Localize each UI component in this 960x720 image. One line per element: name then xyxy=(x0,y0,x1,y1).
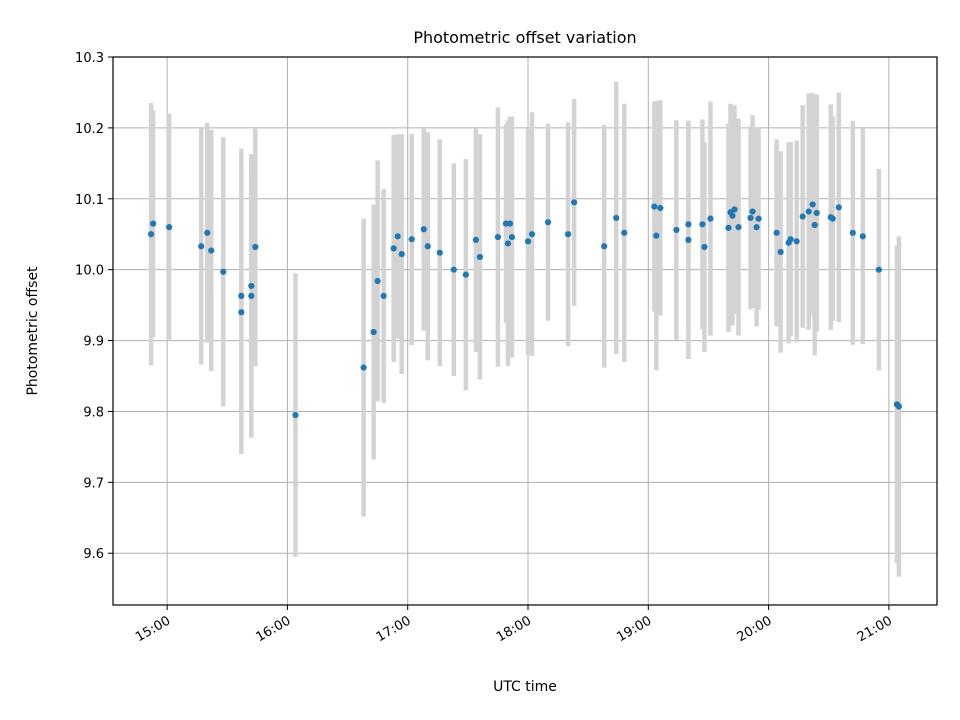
data-point xyxy=(166,224,173,231)
y-tick-label: 10.2 xyxy=(75,122,104,137)
data-point xyxy=(462,271,469,278)
data-point xyxy=(749,208,756,215)
data-point xyxy=(657,204,664,212)
data-point xyxy=(374,277,381,285)
data-point xyxy=(699,221,706,228)
data-point xyxy=(506,220,514,227)
data-point xyxy=(747,214,754,222)
data-point xyxy=(149,220,157,227)
data-point xyxy=(524,238,532,245)
y-axis-label: Photometric offset xyxy=(25,266,41,396)
y-tick-label: 10.0 xyxy=(75,264,104,279)
data-point xyxy=(476,253,483,261)
y-tick-label: 9.6 xyxy=(83,547,104,562)
plot-frame xyxy=(112,56,938,606)
data-point xyxy=(813,209,820,217)
y-tick-label: 9.8 xyxy=(83,405,104,420)
data-point xyxy=(248,292,255,300)
data-point xyxy=(450,266,457,273)
data-point xyxy=(220,268,227,275)
data-point xyxy=(811,221,818,229)
y-tick-label: 9.9 xyxy=(83,335,104,350)
data-point xyxy=(147,231,155,238)
data-point xyxy=(571,199,578,206)
data-point xyxy=(729,212,736,219)
y-tick-label: 9.7 xyxy=(83,476,104,491)
data-point xyxy=(809,201,816,208)
data-point xyxy=(238,292,245,300)
data-point xyxy=(601,243,608,250)
data-point xyxy=(360,364,367,371)
data-point xyxy=(394,233,401,240)
data-point xyxy=(504,240,512,247)
data-point xyxy=(653,232,660,239)
y-tick-label: 10.3 xyxy=(75,51,104,66)
data-point xyxy=(753,224,760,231)
data-point xyxy=(673,226,680,234)
data-point xyxy=(895,403,903,410)
data-point xyxy=(799,213,806,220)
data-point xyxy=(204,229,211,236)
data-point xyxy=(793,238,800,245)
data-point xyxy=(755,215,762,222)
tick-layer: 9.6 9.7 9.8 9.9 10.0 10.1 10.2 10.3 15:00 16:00 17… xyxy=(75,51,895,645)
data-point xyxy=(875,266,882,273)
data-point xyxy=(707,215,714,222)
data-point xyxy=(248,282,255,290)
data-point xyxy=(238,309,245,316)
data-point xyxy=(398,250,405,258)
data-point xyxy=(544,219,552,226)
data-point xyxy=(508,233,516,241)
data-point xyxy=(787,236,794,243)
data-point xyxy=(735,224,742,231)
data-point xyxy=(408,236,415,243)
data-point xyxy=(685,221,692,228)
data-point xyxy=(773,229,780,236)
data-point xyxy=(565,231,572,238)
data-point xyxy=(685,236,692,244)
data-point xyxy=(292,411,299,419)
data-point xyxy=(370,328,377,336)
x-axis-label: UTC time xyxy=(493,679,557,695)
data-point xyxy=(424,243,431,250)
data-point xyxy=(777,248,784,256)
data-point xyxy=(835,204,842,211)
data-point xyxy=(528,231,536,238)
data-point xyxy=(849,229,856,236)
data-point xyxy=(701,243,708,251)
x-tick-label: 19:00 xyxy=(614,613,654,645)
x-tick-label: 18:00 xyxy=(494,613,534,645)
point-layer xyxy=(147,199,903,419)
y-tick-label: 10.1 xyxy=(75,193,104,208)
data-point xyxy=(805,208,812,215)
data-point xyxy=(613,214,620,222)
data-point xyxy=(859,233,866,240)
data-point xyxy=(494,233,502,241)
errorbar-layer xyxy=(148,81,902,577)
data-point xyxy=(731,206,738,213)
data-point xyxy=(252,243,259,251)
data-point xyxy=(472,236,479,244)
chart-title: Photometric offset variation xyxy=(413,28,636,47)
x-tick-label: 16:00 xyxy=(253,613,293,645)
x-tick-label: 15:00 xyxy=(133,613,173,645)
data-point xyxy=(651,203,658,210)
data-point xyxy=(208,247,215,254)
data-point xyxy=(198,243,205,250)
data-point xyxy=(390,245,397,252)
data-point xyxy=(436,249,443,256)
x-tick-label: 21:00 xyxy=(855,613,895,645)
data-point xyxy=(380,292,387,300)
data-point xyxy=(725,224,732,231)
data-point xyxy=(420,226,427,233)
data-point xyxy=(621,229,628,236)
x-tick-label: 20:00 xyxy=(735,613,775,645)
x-tick-label: 17:00 xyxy=(374,613,414,645)
data-point xyxy=(829,215,836,222)
